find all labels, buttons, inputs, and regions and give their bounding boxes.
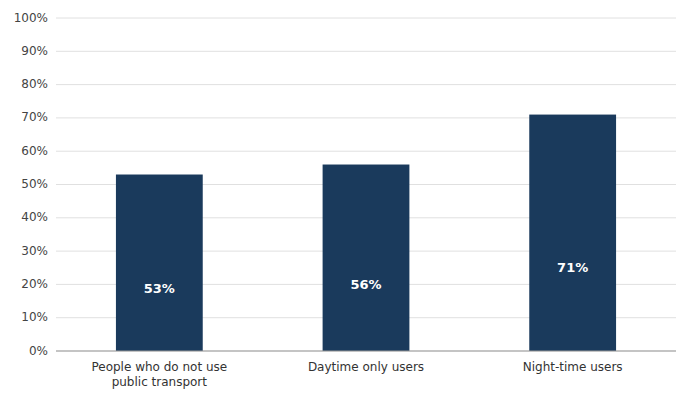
y-tick-label: 90% <box>21 44 48 58</box>
x-axis-line <box>56 351 676 352</box>
x-tick-label: Daytime only users <box>308 360 424 374</box>
bar <box>116 175 203 351</box>
data-label: 56% <box>350 277 381 292</box>
grid-line <box>56 51 676 52</box>
y-tick-label: 60% <box>21 144 48 158</box>
x-tick-label: People who do not usepublic transport <box>91 360 227 389</box>
chart-svg: 0% 10% 20% 30% 40% 50% 60% 70% 80% 90% 100% 53% 56% 7… <box>0 0 696 409</box>
chart-container: 0% 10% 20% 30% 40% 50% 60% 70% 80% 90% 100% 53% 56% 7… <box>0 0 696 409</box>
y-tick-label: 10% <box>21 310 48 324</box>
bar <box>529 115 616 351</box>
grid-line <box>56 84 676 85</box>
y-tick-label: 0% <box>29 344 48 358</box>
y-tick-label: 40% <box>21 210 48 224</box>
y-tick-label: 50% <box>21 177 48 191</box>
data-labels: 53% 56% 71% <box>144 260 588 296</box>
x-tick-label: Night-time users <box>523 360 623 374</box>
y-tick-label: 30% <box>21 244 48 258</box>
y-tick-label: 70% <box>21 110 48 124</box>
grid-line <box>56 351 676 352</box>
grid-line <box>56 18 676 19</box>
y-tick-label: 80% <box>21 77 48 91</box>
y-axis: 0% 10% 20% 30% 40% 50% 60% 70% 80% 90% 100% <box>14 11 676 358</box>
y-tick-label: 100% <box>14 11 48 25</box>
x-axis: People who do not usepublic transport Day… <box>91 360 622 389</box>
bars <box>116 115 616 351</box>
y-tick-label: 20% <box>21 277 48 291</box>
data-label: 53% <box>144 281 175 296</box>
bar <box>323 165 410 351</box>
data-label: 71% <box>557 260 588 275</box>
